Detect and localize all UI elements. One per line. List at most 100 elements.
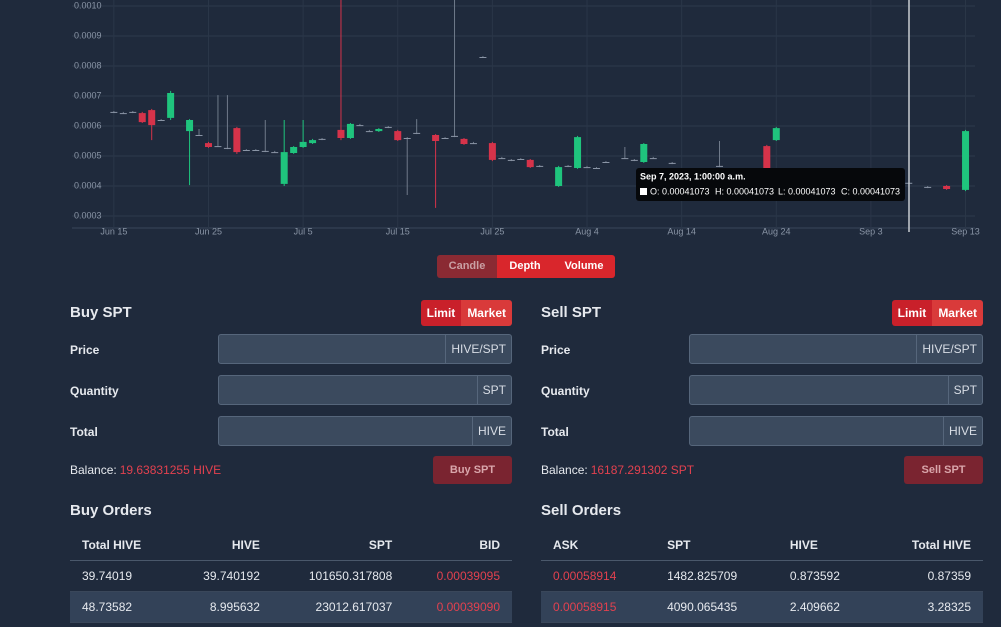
y-tick-label: 0.0005 xyxy=(74,150,102,160)
field-input[interactable]: HIVE/SPT xyxy=(218,334,512,364)
candle-body xyxy=(280,152,288,184)
field-unit: HIVE/SPT xyxy=(445,335,511,363)
balance: Balance: 16187.291302 SPT xyxy=(541,463,694,477)
depth-button[interactable]: Depth xyxy=(497,255,553,278)
x-tick-label: Jul 15 xyxy=(386,226,410,236)
x-tick-label: Jun 25 xyxy=(195,226,222,236)
candle-body xyxy=(488,143,496,160)
order-row[interactable]: 0.00058915 4090.065435 2.409662 3.28325 xyxy=(541,591,983,623)
orders-title: Sell Orders xyxy=(541,502,622,519)
y-tick-label: 0.0004 xyxy=(74,180,102,190)
candle-body xyxy=(233,128,241,153)
order-cell: 0.873592 xyxy=(777,560,875,592)
field-input[interactable]: HIVE/SPT xyxy=(689,334,983,364)
order-row[interactable]: 39.74019 39.740192 101650.317808 0.00039095 xyxy=(70,560,512,592)
field-row: Price HIVE/SPT xyxy=(70,334,512,365)
candle-body xyxy=(924,186,932,188)
mode-button[interactable]: Market xyxy=(461,300,512,326)
field-label: Total xyxy=(541,425,569,439)
x-tick-label: Sep 3 xyxy=(859,226,883,236)
balance: Balance: 19.63831255 HIVE xyxy=(70,463,221,477)
y-tick-label: 0.0003 xyxy=(74,210,102,220)
mode-button[interactable]: Limit xyxy=(420,300,462,326)
candle-body xyxy=(119,113,127,115)
order-cell: 0.00058915 xyxy=(541,591,656,623)
y-tick-label: 0.0010 xyxy=(74,0,102,10)
order-mode: Limit Market xyxy=(891,300,983,326)
candle-body xyxy=(365,131,373,133)
column-header: ASK xyxy=(541,530,656,561)
candle-body xyxy=(299,141,307,147)
candle-body xyxy=(167,93,175,118)
candle-body xyxy=(252,150,260,151)
candle-body xyxy=(346,123,354,138)
field-label: Quantity xyxy=(541,384,590,398)
candle-body xyxy=(394,131,402,141)
column-header: BID xyxy=(404,530,512,561)
submit-button[interactable]: Buy SPT xyxy=(433,456,512,484)
candle-body xyxy=(772,128,780,141)
order-row[interactable]: 48.73582 8.995632 23012.617037 0.00039090 xyxy=(70,591,512,623)
order-cell: 0.87359 xyxy=(874,560,983,592)
x-tick-label: Jul 25 xyxy=(480,226,504,236)
x-tick-label: Aug 4 xyxy=(575,226,599,236)
field-unit: HIVE xyxy=(471,417,511,445)
column-header: Total HIVE xyxy=(874,530,983,561)
candle-body xyxy=(640,144,648,162)
field-row: Quantity SPT xyxy=(541,375,983,406)
candle-body xyxy=(715,165,723,167)
candle-body xyxy=(261,150,269,152)
chart-type-toggle: Candle Depth Volume xyxy=(437,255,615,278)
field-label: Price xyxy=(541,343,571,357)
field-label: Total xyxy=(70,425,98,439)
mode-button[interactable]: Market xyxy=(932,300,983,326)
candle-body xyxy=(649,158,657,160)
field-input[interactable]: HIVE xyxy=(218,416,512,446)
candle-button[interactable]: Candle xyxy=(437,255,497,278)
field-row: Quantity SPT xyxy=(70,375,512,406)
field-unit: SPT xyxy=(947,376,982,404)
candle-body xyxy=(621,158,629,160)
sell-panel: Sell SPT Limit Market Price HIVE/SPT Quantity… xyxy=(541,300,983,627)
field-unit: HIVE/SPT xyxy=(916,335,982,363)
candle-body xyxy=(630,159,638,161)
candle-body xyxy=(403,138,411,139)
order-cell: 1482.825709 xyxy=(655,560,778,592)
order-cell: 39.74019 xyxy=(70,560,173,592)
orders-title: Buy Orders xyxy=(70,502,152,519)
tooltip-item: C: 0.00041073 xyxy=(841,186,900,196)
tooltip-title: Sep 7, 2023, 1:00:00 a.m. xyxy=(640,171,746,181)
field-input[interactable]: HIVE xyxy=(689,416,983,446)
order-cell: 0.00058914 xyxy=(541,560,656,592)
candle-body xyxy=(157,120,165,121)
header-row: Total HIVE HIVE SPT BID xyxy=(70,530,512,561)
candle-body xyxy=(318,138,326,140)
order-mode: Limit Market xyxy=(420,300,512,326)
tooltip: Sep 7, 2023, 1:00:00 a.m. O: 0.00041073 … xyxy=(636,168,905,201)
candle-body xyxy=(432,135,440,141)
candle-body xyxy=(498,158,506,160)
buy-panel: Buy SPT Limit Market Price HIVE/SPT Quantity S… xyxy=(70,300,512,627)
y-tick-label: 0.0008 xyxy=(74,60,102,70)
field-unit: SPT xyxy=(476,376,511,404)
field-input[interactable]: SPT xyxy=(689,375,983,405)
balance-value: 16187.291302 SPT xyxy=(590,463,695,477)
volume-button[interactable]: Volume xyxy=(553,255,615,278)
candle-body xyxy=(943,186,951,189)
candle-body xyxy=(309,140,317,144)
order-cell: 39.740192 xyxy=(172,560,272,592)
column-header: SPT xyxy=(655,530,778,561)
submit-button[interactable]: Sell SPT xyxy=(904,456,983,484)
tooltip-item: O: 0.00041073 xyxy=(650,186,710,196)
field-input[interactable]: SPT xyxy=(218,375,512,405)
y-tick-label: 0.0009 xyxy=(74,30,102,40)
candle-body xyxy=(384,126,392,128)
y-tick-label: 0.0006 xyxy=(74,120,102,130)
candle-body xyxy=(460,138,468,144)
candle-body xyxy=(526,159,534,168)
candle-body xyxy=(186,120,194,132)
mode-button[interactable]: Limit xyxy=(891,300,933,326)
candle-body xyxy=(214,146,222,148)
y-tick-label: 0.0007 xyxy=(74,90,102,100)
order-row[interactable]: 0.00058914 1482.825709 0.873592 0.87359 xyxy=(541,560,983,592)
